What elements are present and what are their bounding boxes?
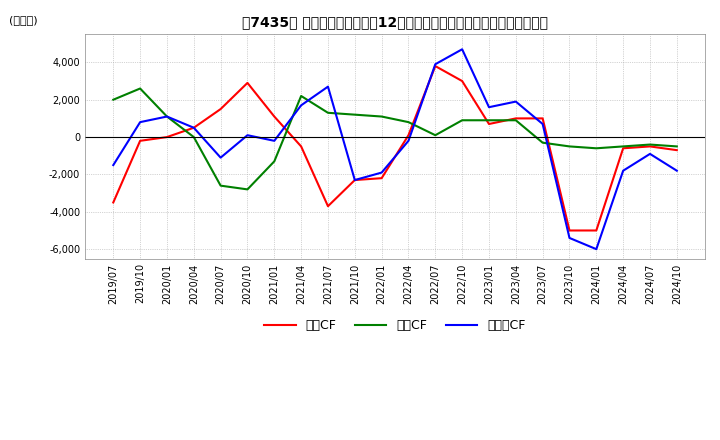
フリーCF <box>539 121 547 127</box>
フリーCF <box>297 103 305 108</box>
投資CF <box>458 117 467 123</box>
営業CF <box>511 116 520 121</box>
フリーCF <box>618 168 627 173</box>
営業CF <box>565 228 574 233</box>
フリーCF <box>377 170 386 175</box>
営業CF <box>351 177 359 183</box>
営業CF <box>109 200 117 205</box>
営業CF <box>270 114 279 119</box>
投資CF <box>189 135 198 140</box>
営業CF <box>646 144 654 149</box>
営業CF <box>618 146 627 151</box>
投資CF <box>136 86 145 91</box>
営業CF <box>324 204 333 209</box>
フリーCF <box>136 120 145 125</box>
投資CF <box>539 140 547 145</box>
営業CF <box>243 80 252 85</box>
営業CF <box>377 176 386 181</box>
Legend: 営業CF, 投資CF, フリーCF: 営業CF, 投資CF, フリーCF <box>259 315 531 337</box>
投資CF <box>565 144 574 149</box>
投資CF <box>485 117 493 123</box>
営業CF <box>672 147 681 153</box>
Line: 営業CF: 営業CF <box>113 66 677 231</box>
投資CF <box>618 144 627 149</box>
Y-axis label: (百万円): (百万円) <box>9 15 37 26</box>
Title: 【7435】 キャッシュフローの12か月移動合計の対前年同期増減額の推移: 【7435】 キャッシュフローの12か月移動合計の対前年同期増減額の推移 <box>242 15 548 29</box>
フリーCF <box>431 62 440 67</box>
フリーCF <box>216 155 225 160</box>
営業CF <box>189 125 198 130</box>
投資CF <box>431 132 440 138</box>
投資CF <box>297 93 305 99</box>
営業CF <box>163 135 171 140</box>
営業CF <box>458 78 467 84</box>
投資CF <box>592 146 600 151</box>
フリーCF <box>351 177 359 183</box>
フリーCF <box>163 114 171 119</box>
投資CF <box>646 142 654 147</box>
投資CF <box>270 159 279 164</box>
投資CF <box>511 117 520 123</box>
投資CF <box>109 97 117 103</box>
営業CF <box>592 228 600 233</box>
フリーCF <box>672 168 681 173</box>
フリーCF <box>404 138 413 143</box>
投資CF <box>404 120 413 125</box>
投資CF <box>163 114 171 119</box>
投資CF <box>377 114 386 119</box>
Line: 投資CF: 投資CF <box>113 88 677 189</box>
フリーCF <box>565 235 574 241</box>
営業CF <box>216 106 225 112</box>
投資CF <box>243 187 252 192</box>
投資CF <box>324 110 333 115</box>
投資CF <box>216 183 225 188</box>
営業CF <box>431 63 440 69</box>
フリーCF <box>646 151 654 157</box>
フリーCF <box>458 47 467 52</box>
フリーCF <box>270 138 279 143</box>
投資CF <box>672 144 681 149</box>
営業CF <box>404 132 413 138</box>
営業CF <box>136 138 145 143</box>
フリーCF <box>485 105 493 110</box>
Line: フリーCF: フリーCF <box>113 49 677 249</box>
フリーCF <box>592 246 600 252</box>
フリーCF <box>109 162 117 168</box>
営業CF <box>297 144 305 149</box>
営業CF <box>485 121 493 127</box>
フリーCF <box>324 84 333 89</box>
営業CF <box>539 116 547 121</box>
フリーCF <box>243 132 252 138</box>
投資CF <box>351 112 359 117</box>
フリーCF <box>511 99 520 104</box>
フリーCF <box>189 125 198 130</box>
